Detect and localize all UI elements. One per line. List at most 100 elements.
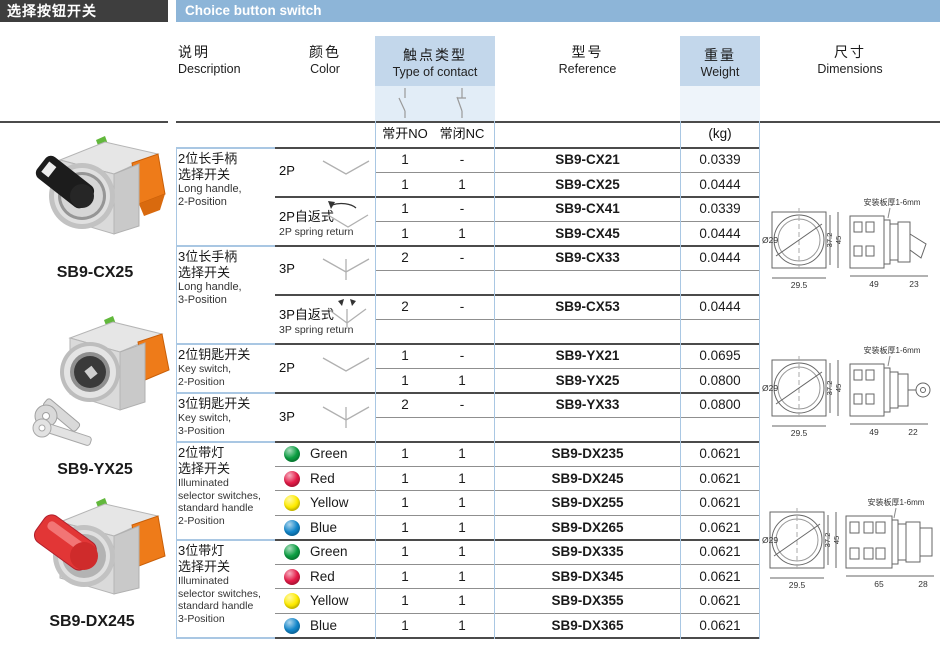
desc-cn: 选择开关 bbox=[178, 265, 231, 280]
contact-no-cell bbox=[375, 320, 435, 345]
row-divider bbox=[275, 466, 760, 467]
product-label: SB9-CX25 bbox=[56, 264, 134, 281]
dim-dia: Ø29 bbox=[762, 535, 778, 545]
desc-en: Illuminated bbox=[178, 575, 229, 587]
dimension-drawing-illuminated: Ø29 37.2 45 29.5 65 28 安装板厚1-6mm bbox=[762, 497, 934, 590]
dim-dia: Ø29 bbox=[762, 383, 778, 393]
desc-group-divider bbox=[176, 441, 275, 443]
weight-cell: 0.0444 bbox=[699, 225, 741, 241]
desc-en: Key switch, bbox=[178, 363, 232, 375]
desc-en: 3-Position bbox=[178, 612, 225, 625]
pole-label-2p-spring: 2P自返式 bbox=[279, 209, 334, 224]
weight-band bbox=[680, 86, 760, 121]
reference-cell: SB9-CX25 bbox=[555, 176, 620, 192]
desc-group-long-handle-2pos: 2位长手柄 选择开关 Long handle, 2-Position bbox=[178, 151, 274, 209]
desc-en: 3-Position bbox=[178, 424, 225, 437]
desc-en: Long handle, bbox=[178, 183, 242, 195]
reference-cell: SB9-DX365 bbox=[551, 617, 624, 633]
desc-group-key-switch-2pos: 2位钥匙开关 Key switch, 2-Position bbox=[178, 347, 274, 388]
weight-cell: 0.0621 bbox=[699, 495, 741, 510]
contact-nc-cell: 1 bbox=[458, 446, 466, 461]
color-dot-green bbox=[284, 544, 300, 560]
desc-cn: 3位带灯 bbox=[178, 543, 225, 558]
desc-group-divider bbox=[176, 539, 275, 541]
color-name-label: Green bbox=[310, 446, 348, 461]
reference-cell bbox=[495, 271, 680, 296]
contact-no-cell: 1 bbox=[401, 176, 409, 192]
color-name-label: Red bbox=[310, 568, 335, 584]
dim-plate-note: 安装板厚1-6mm bbox=[864, 197, 921, 207]
reference-cell: SB9-YX33 bbox=[555, 397, 620, 412]
weight-cell: 0.0695 bbox=[699, 348, 741, 363]
selector-2pos-icon bbox=[322, 160, 370, 175]
weight-cell: 0.0800 bbox=[699, 397, 741, 412]
pole-label-2p-key: 2P bbox=[279, 360, 295, 375]
contact-nc-cell: 1 bbox=[458, 225, 466, 241]
row-divider bbox=[375, 319, 760, 320]
desc-en: selector switches, bbox=[178, 489, 261, 502]
reference-cell: SB9-YX21 bbox=[555, 348, 620, 363]
product-image-selector-switch bbox=[35, 136, 166, 235]
contact-no-cell bbox=[375, 271, 435, 296]
row-divider bbox=[375, 221, 760, 222]
contact-no-cell: 1 bbox=[401, 544, 409, 559]
weight-cell: 0.0800 bbox=[699, 372, 741, 388]
spring-return-2pos-icon bbox=[327, 201, 369, 228]
divider bbox=[275, 392, 760, 394]
dim-head-length: 22 bbox=[908, 427, 918, 437]
dim-295: 29.5 bbox=[789, 580, 806, 590]
divider bbox=[275, 637, 760, 639]
reference-cell: SB9-CX33 bbox=[555, 250, 620, 265]
color-name-label: Yellow bbox=[310, 495, 349, 510]
weight-cell: 0.0621 bbox=[699, 593, 741, 608]
pole-sublabel: 2P spring return bbox=[279, 226, 354, 238]
divider bbox=[275, 294, 760, 296]
reference-cell bbox=[495, 418, 680, 443]
selector-3pos-icon bbox=[322, 406, 370, 428]
desc-en: Illuminated bbox=[178, 477, 229, 489]
desc-group-illuminated-3pos: 3位带灯 选择开关 Illuminated selector switches,… bbox=[178, 543, 274, 625]
desc-en: standard handle bbox=[178, 502, 254, 514]
desc-cn: 3位长手柄 bbox=[178, 249, 238, 264]
col-description-cn: 说明 bbox=[178, 44, 210, 60]
desc-group-illuminated-2pos: 2位带灯 选择开关 Illuminated selector switches,… bbox=[178, 445, 274, 527]
contact-nc-cell bbox=[432, 271, 492, 296]
col-header-dimensions: 尺寸 Dimensions bbox=[760, 42, 940, 76]
col-header-reference: 型号 Reference bbox=[495, 42, 680, 76]
desc-group-divider bbox=[176, 147, 275, 149]
product-image-key-switch bbox=[32, 316, 170, 446]
weight-cell bbox=[680, 271, 760, 296]
desc-cn: 3位钥匙开关 bbox=[178, 396, 251, 411]
contact-no-cell: 2 bbox=[401, 397, 409, 412]
col-weight-en: Weight bbox=[700, 65, 740, 79]
reference-cell: SB9-CX53 bbox=[555, 299, 620, 314]
divider bbox=[275, 245, 760, 247]
desc-en: 2-Position bbox=[178, 514, 225, 527]
col-color-cn: 颜色 bbox=[309, 44, 341, 60]
contact-no-cell: 2 bbox=[401, 250, 409, 265]
dim-body-length: 65 bbox=[874, 579, 884, 589]
reference-cell: SB9-CX45 bbox=[555, 225, 620, 241]
column-divider bbox=[176, 147, 177, 639]
reference-cell: SB9-DX235 bbox=[551, 446, 624, 461]
contact-no-cell: 1 bbox=[401, 348, 409, 363]
page-title-en: Choice button switch bbox=[176, 0, 940, 22]
row-divider bbox=[275, 613, 760, 614]
desc-group-divider bbox=[176, 392, 275, 394]
col-contact-en: Type of contact bbox=[392, 65, 478, 79]
contact-header-bg bbox=[375, 36, 495, 86]
col-header-description: 说明 Description bbox=[178, 42, 241, 76]
dim-plate-note: 安装板厚1-6mm bbox=[864, 345, 921, 355]
desc-en: Key switch, bbox=[178, 412, 232, 424]
dim-295: 29.5 bbox=[791, 280, 808, 290]
contact-nc-cell: 1 bbox=[458, 544, 466, 559]
contact-nc-cell: - bbox=[459, 152, 465, 167]
nc-contact-icon bbox=[456, 88, 466, 118]
contact-nc-cell: - bbox=[459, 201, 465, 216]
weight-cell bbox=[680, 320, 760, 345]
desc-cn: 选择开关 bbox=[178, 461, 231, 476]
contact-nc-cell: 1 bbox=[458, 568, 466, 584]
dimension-drawing-key: Ø29 37.2 45 29.5 49 22 安装板厚1-6mm bbox=[762, 345, 931, 438]
selector-2pos-icon bbox=[322, 357, 370, 372]
row-divider bbox=[275, 515, 760, 516]
